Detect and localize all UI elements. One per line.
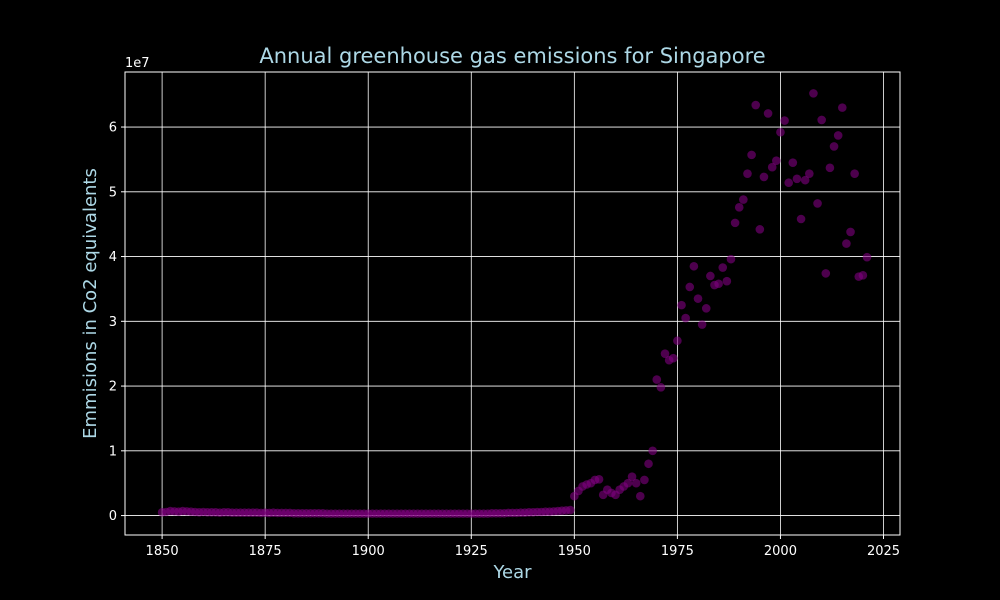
data-point (792, 174, 802, 184)
data-point (837, 103, 847, 112)
data-point (829, 142, 839, 151)
data-point (833, 131, 843, 140)
data-point (689, 261, 699, 271)
data-point (858, 271, 868, 280)
data-point (772, 156, 781, 166)
data-point (673, 336, 682, 346)
data-point (734, 203, 744, 212)
data-point (640, 475, 649, 485)
x-tick-label: 1950 (558, 544, 591, 559)
data-point (809, 89, 818, 98)
x-tick-label: 1900 (352, 544, 385, 559)
data-point (594, 475, 604, 484)
y-tick-label: 0 (109, 509, 117, 524)
data-point (701, 304, 711, 313)
data-point (767, 162, 777, 172)
data-point (759, 172, 769, 182)
y-tick-label: 4 (109, 250, 117, 265)
y-axis-title: Emmisions in Co2 equivalents (80, 168, 101, 439)
data-point (825, 163, 835, 173)
x-tick-label: 1850 (146, 544, 179, 559)
data-point (714, 279, 723, 289)
y-tick-label: 5 (109, 185, 117, 200)
data-point (648, 446, 657, 456)
data-point (755, 225, 765, 234)
data-points (157, 89, 872, 518)
data-point (681, 313, 690, 323)
data-point (850, 169, 859, 178)
data-point (706, 271, 715, 281)
data-point (631, 478, 641, 488)
data-point (644, 459, 653, 469)
data-point (747, 150, 756, 160)
data-point (763, 109, 773, 118)
data-point (788, 158, 798, 167)
data-point (685, 282, 695, 292)
data-point (780, 116, 789, 125)
data-point (652, 375, 662, 384)
data-point (800, 175, 810, 185)
data-point (784, 178, 793, 188)
data-point (627, 472, 637, 482)
data-point (796, 214, 806, 224)
y-tick-label: 2 (109, 380, 117, 395)
data-point (862, 252, 872, 262)
y-tick-label: 1 (109, 444, 117, 459)
y-tick-label: 3 (109, 315, 117, 330)
data-point (739, 195, 748, 204)
data-point (565, 505, 575, 515)
y-tick-label: 6 (109, 121, 117, 136)
x-tick-label: 1875 (249, 544, 282, 559)
data-point (635, 491, 645, 501)
data-point (842, 239, 851, 248)
axis-ticks: 1850 1875 1900 1925 1950 1975 2000 2025 0 1 2 3 4 5 6 (109, 121, 900, 559)
data-point (817, 115, 826, 125)
plot-frame (124, 71, 901, 536)
data-point (805, 169, 814, 178)
data-point (668, 353, 678, 363)
data-point (697, 320, 707, 329)
chart-title: Annual greenhouse gas emissions for Sing… (259, 44, 765, 68)
x-tick-label: 2000 (764, 544, 797, 559)
data-point (813, 199, 822, 208)
data-point (821, 269, 831, 278)
data-point (693, 294, 703, 303)
data-point (751, 100, 761, 110)
data-point (846, 227, 855, 237)
x-tick-label: 2025 (867, 544, 900, 559)
y-axis-offset-label: 1e7 (125, 56, 150, 71)
data-point (743, 169, 752, 178)
x-axis-title: Year (492, 562, 532, 583)
x-tick-label: 1925 (455, 544, 488, 559)
data-point (718, 263, 728, 272)
data-point (722, 276, 732, 286)
data-point (776, 127, 785, 137)
data-point (623, 478, 633, 488)
data-point (677, 300, 686, 310)
data-point (660, 349, 670, 358)
x-tick-label: 1975 (661, 544, 694, 559)
data-point (656, 383, 666, 392)
data-point (726, 254, 736, 264)
data-point (730, 218, 740, 228)
